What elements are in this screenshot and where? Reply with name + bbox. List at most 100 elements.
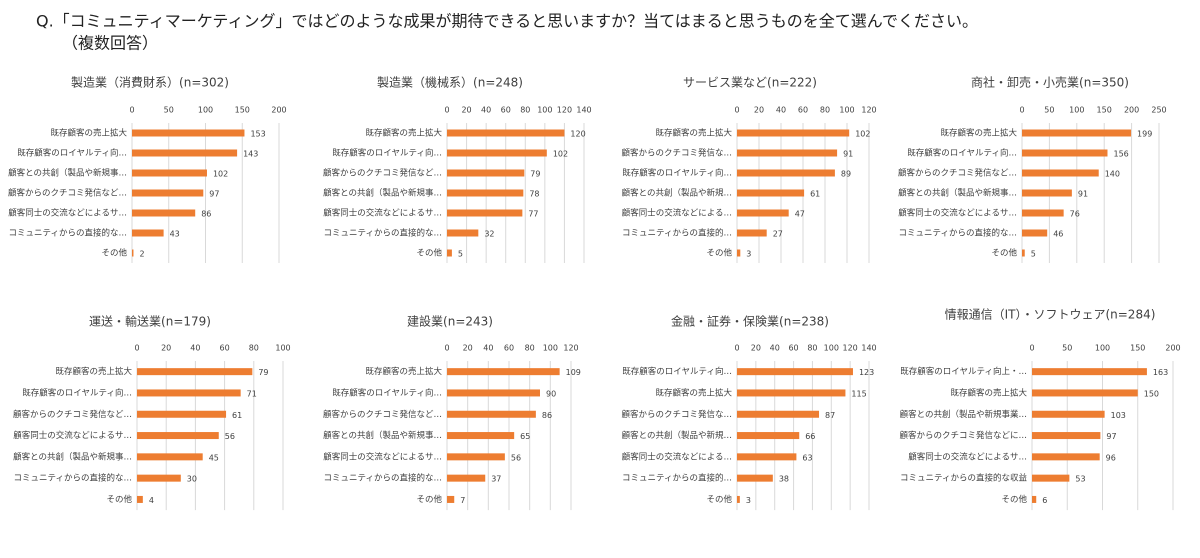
value-label: 143: [243, 150, 258, 159]
x-tick-label: 60: [504, 344, 514, 353]
value-label: 30: [187, 475, 197, 484]
category-label: 顧客同士の交流などによるサ…: [8, 208, 127, 219]
category-label: その他: [991, 248, 1017, 259]
bar: [132, 149, 238, 157]
value-label: 38: [779, 475, 789, 484]
category-label: コミュニティからの直接的な…: [324, 473, 443, 484]
bar: [137, 389, 241, 397]
value-label: 97: [1106, 432, 1116, 441]
bar: [1022, 129, 1132, 137]
x-tick-label: 60: [220, 344, 230, 353]
value-label: 46: [1053, 230, 1063, 239]
value-label: 5: [458, 250, 463, 259]
category-label: その他: [416, 494, 442, 505]
category-label: 既存顧客のロイヤルティ向…: [622, 366, 732, 377]
x-tick-label: 120: [843, 344, 858, 353]
category-label: 既存顧客のロイヤルティ向…: [22, 387, 132, 398]
bar: [137, 453, 203, 461]
category-label: 顧客との共創（製品や新規事…: [8, 168, 127, 179]
x-tick-label: 100: [275, 344, 290, 353]
bar: [447, 410, 536, 418]
bar: [137, 495, 143, 503]
bar: [1032, 432, 1101, 440]
category-label: 既存顧客のロイヤルティ向上・…: [900, 366, 1027, 377]
value-label: 97: [209, 190, 219, 199]
bar: [737, 209, 789, 217]
x-tick-label: 200: [1124, 106, 1139, 115]
x-tick-label: 40: [190, 344, 200, 353]
value-label: 32: [484, 230, 494, 239]
category-label: 既存顧客のロイヤルティ向…: [17, 148, 127, 159]
bar: [447, 169, 525, 177]
value-label: 91: [843, 150, 853, 159]
value-label: 115: [851, 389, 866, 398]
category-label: 顧客との共創（製品や新規…: [622, 430, 732, 441]
bar: [137, 410, 227, 418]
value-label: 96: [1106, 453, 1116, 462]
x-tick-label: 100: [198, 106, 213, 115]
x-tick-label: 100: [1069, 106, 1084, 115]
chart-title: 商社・卸売・小売業(n=350): [971, 75, 1129, 90]
category-label: コミュニティからの直接的な…: [899, 228, 1018, 239]
value-label: 102: [213, 170, 228, 179]
value-label: 153: [250, 130, 265, 139]
value-label: 56: [511, 453, 521, 462]
category-label: 顧客との共創（製品や新規事業…: [900, 409, 1027, 420]
x-tick-label: 80: [820, 106, 830, 115]
value-label: 86: [542, 411, 552, 420]
value-label: 4: [149, 496, 154, 505]
x-tick-label: 120: [563, 344, 578, 353]
bar: [737, 189, 805, 197]
x-tick-label: 100: [839, 106, 854, 115]
x-tick-label: 150: [1097, 106, 1112, 115]
bar: [737, 149, 838, 157]
category-label: 顧客同士の交流などによるサ…: [323, 208, 442, 219]
category-label: 既存顧客の売上拡大: [950, 387, 1027, 398]
x-tick-label: 80: [525, 344, 535, 353]
value-label: 120: [570, 130, 585, 139]
x-tick-label: 150: [235, 106, 250, 115]
x-tick-label: 40: [776, 106, 786, 115]
x-tick-label: 60: [501, 106, 511, 115]
bar: [737, 129, 850, 137]
x-tick-label: 20: [751, 344, 761, 353]
bar: [132, 189, 204, 197]
value-label: 65: [520, 432, 530, 441]
x-tick-label: 40: [770, 344, 780, 353]
category-label: 既存顧客の売上拡大: [365, 366, 442, 377]
category-label: 既存顧客のロイヤルティ向…: [332, 387, 442, 398]
value-label: 61: [232, 411, 242, 420]
value-label: 109: [566, 368, 581, 377]
x-tick-label: 0: [444, 344, 449, 353]
category-label: 顧客からのクチコミ発信などに…: [899, 430, 1027, 441]
value-label: 140: [1105, 170, 1120, 179]
bar: [447, 368, 560, 376]
value-label: 37: [491, 475, 501, 484]
value-label: 53: [1075, 475, 1085, 484]
question-title: Q.「コミュニティマーケティング」ではどのような成果が期待できると思いますか？当…: [36, 12, 978, 31]
x-tick-label: 20: [463, 344, 473, 353]
value-label: 87: [825, 411, 835, 420]
category-label: 顧客からのクチコミ発信な…: [621, 409, 732, 420]
category-label: 顧客同士の交流などによるサ…: [898, 208, 1017, 219]
value-label: 79: [258, 368, 268, 377]
category-label: 既存顧客の売上拡大: [50, 128, 127, 139]
bar: [1032, 389, 1138, 397]
category-label: 顧客との共創（製品や新規事…: [323, 188, 442, 199]
category-label: その他: [706, 494, 732, 505]
bar: [1032, 368, 1147, 376]
x-tick-label: 80: [520, 106, 530, 115]
category-label: 顧客同士の交流などによるサ…: [13, 430, 132, 441]
x-tick-label: 0: [1019, 106, 1024, 115]
x-tick-label: 120: [557, 106, 572, 115]
category-label: 顧客同士の交流などによる…: [622, 451, 732, 462]
value-label: 91: [1078, 190, 1088, 199]
value-label: 61: [810, 190, 820, 199]
value-label: 66: [805, 432, 815, 441]
x-tick-label: 100: [543, 344, 558, 353]
bar: [447, 129, 565, 137]
category-label: コミュニティからの直接的…: [622, 473, 732, 484]
category-label: 顧客同士の交流などによるサ…: [323, 451, 442, 462]
x-tick-label: 200: [271, 106, 286, 115]
